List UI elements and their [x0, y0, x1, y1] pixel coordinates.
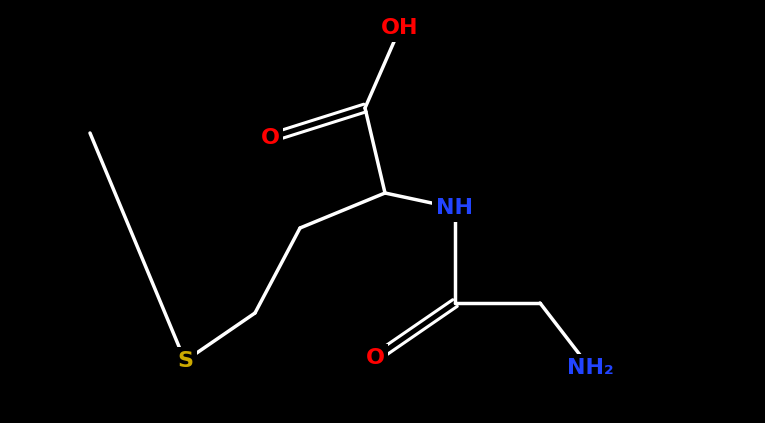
Text: O: O [366, 348, 385, 368]
Text: NH: NH [437, 198, 474, 218]
Text: OH: OH [381, 18, 418, 38]
Text: O: O [261, 128, 279, 148]
Text: NH₂: NH₂ [567, 358, 614, 378]
Text: S: S [177, 351, 193, 371]
